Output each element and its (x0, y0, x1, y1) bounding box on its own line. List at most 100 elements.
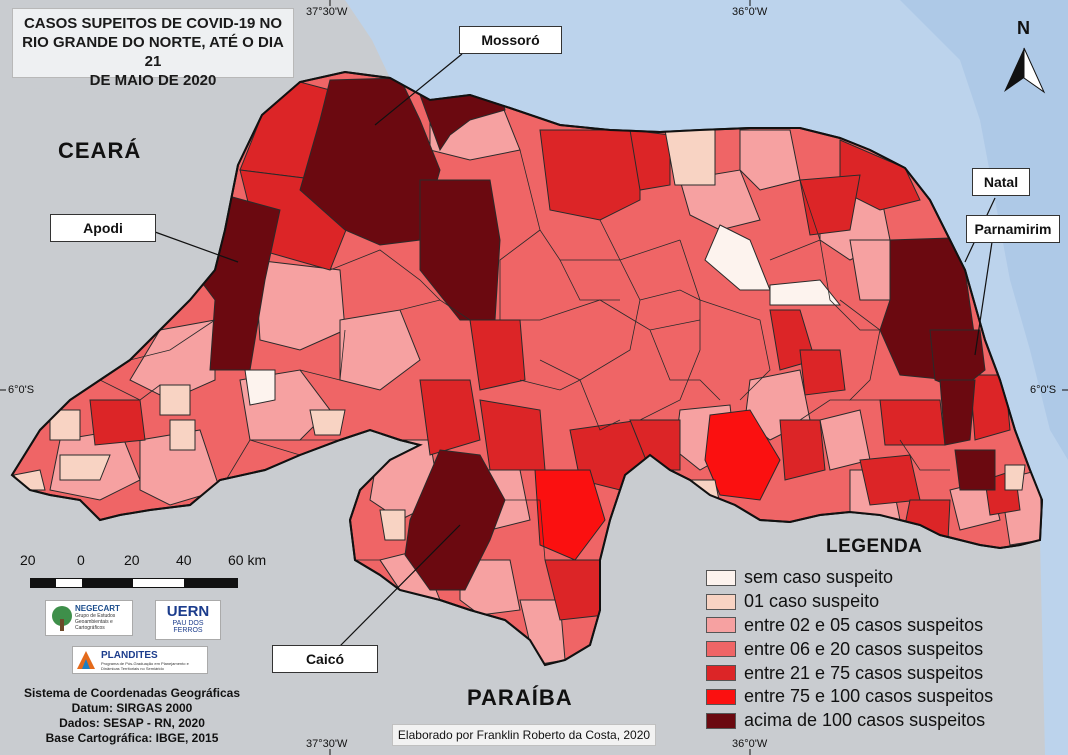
title-line-3: DE MAIO DE 2020 (89, 72, 217, 89)
legend-label: sem caso suspeito (744, 567, 894, 588)
legend-label: 01 caso suspeito (744, 591, 880, 612)
paraiba-label: PARAÍBA (467, 685, 573, 710)
municipality-tier-2 (379, 509, 406, 541)
legend-item: 01 caso suspeito (706, 590, 993, 614)
lon-left-bottom: 37°30'W (306, 738, 348, 750)
municipalities (13, 77, 1042, 665)
scale-tick-label: 60 km (228, 552, 267, 568)
legend-item: entre 06 e 20 casos suspeitos (706, 637, 993, 661)
municipality-tier-5 (799, 349, 846, 396)
municipality-tier-5 (419, 379, 481, 456)
municipality-tier-5 (539, 129, 641, 221)
uern-subtitle-2: FERROS (173, 627, 203, 634)
legend-label: acima de 100 casos suspeitos (744, 710, 986, 731)
municipality-tier-3 (459, 559, 521, 616)
author-credit: Elaborado por Franklin Roberto da Costa,… (392, 724, 656, 746)
legend-swatch (706, 665, 736, 682)
credits-line-3: Dados: SESAP - RN, 2020 (59, 716, 205, 730)
lon-right-bottom: 36°0'W (732, 738, 768, 750)
plandites-title: PLANDITES (101, 649, 158, 661)
legend-item: acima de 100 casos suspeitos (706, 709, 993, 733)
legend-label: entre 06 e 20 casos suspeitos (744, 638, 984, 659)
city-label-mossoro: Mossoró (459, 26, 562, 54)
credits-line-1: Sistema de Coordenadas Geográficas (23, 686, 241, 700)
municipality-tier-5 (89, 399, 146, 446)
lon-left-top: 37°30'W (306, 6, 348, 18)
municipality-tier-6 (534, 469, 606, 561)
legend-swatch (706, 617, 736, 634)
municipality-tier-2 (1004, 464, 1026, 491)
scale-tick-label: 20 (20, 552, 36, 568)
map-credits: Sistema de Coordenadas Geográficas Datum… (14, 686, 250, 746)
municipality-tier-3 (129, 319, 216, 401)
legend-item: entre 21 e 75 casos suspeitos (706, 661, 993, 685)
city-label-natal: Natal (972, 168, 1030, 196)
lon-right-top: 36°0'W (732, 6, 768, 18)
municipality-tier-3 (254, 259, 346, 351)
lat-left: 6°0'S (8, 384, 35, 396)
plandites-subtitle: Programa de Pós-Graduação em Planejament… (101, 660, 189, 671)
ceara-label: CEARÁ (58, 138, 142, 163)
legend-item: entre 02 e 05 casos suspeitos (706, 614, 993, 638)
municipality-tier-1 (769, 279, 842, 306)
municipality-mossoro (299, 77, 441, 246)
municipality-tier-5 (779, 419, 826, 481)
scale-bar-graphic (30, 578, 238, 588)
title-line-2: RIO GRANDE DO NORTE, ATÉ O DIA 21 (22, 34, 284, 70)
municipality-tier-5 (879, 399, 946, 446)
scale-tick-label: 40 (176, 552, 192, 568)
legend-swatch (706, 569, 736, 586)
legend-item: entre 75 e 100 casos suspeitos (706, 685, 993, 709)
city-label-caico: Caicó (272, 645, 378, 673)
legend-item: sem caso suspeito (706, 566, 993, 590)
municipality-tier-5 (469, 319, 526, 391)
municipality-tier-2 (59, 454, 111, 481)
ceara-land (0, 80, 280, 480)
municipality-tier-1 (704, 224, 771, 291)
municipality-tier-5 (629, 419, 681, 471)
scale-tick-label: 20 (124, 552, 140, 568)
legend-swatch (706, 688, 736, 705)
legend-label: entre 02 e 05 casos suspeitos (744, 614, 984, 635)
legend-label: entre 21 e 75 casos suspeitos (744, 662, 984, 683)
lat-right: 6°0'S (1030, 384, 1057, 396)
municipality-tier-5 (799, 174, 861, 236)
municipality-tier-1 (244, 369, 276, 406)
legend-title: LEGENDA (826, 536, 923, 557)
uern-subtitle-1: PAU DOS (172, 620, 204, 627)
municipality-tier-5 (969, 374, 1011, 441)
negecart-subtitle: Grupo de Estudos Geoambientais e Cartogr… (75, 613, 116, 631)
negecart-logo: NEGECART Grupo de Estudos Geoambientais … (45, 600, 133, 636)
shelf-shading (900, 0, 1068, 460)
municipality-tier-5 (629, 129, 671, 191)
municipality-upanema (419, 179, 501, 321)
north-label: N (1017, 18, 1030, 38)
city-label-parnamirim: Parnamirim (966, 215, 1060, 243)
uern-logo: UERN PAU DOS FERROS (155, 600, 221, 640)
uern-title: UERN (166, 603, 210, 620)
north-arrow-icon (1004, 47, 1046, 94)
municipality-tier-2 (169, 419, 196, 451)
municipality-tier-5 (479, 399, 546, 471)
credits-line-4: Base Cartográfica: IBGE, 2015 (45, 731, 219, 745)
legend: sem caso suspeito 01 caso suspeito entre… (706, 566, 993, 733)
city-label-apodi: Apodi (50, 214, 156, 242)
plandites-icon (77, 651, 95, 669)
leader-lines (154, 53, 996, 647)
credits-line-2: Datum: SIRGAS 2000 (71, 701, 193, 715)
scale-bar: 20 0 20 40 60 km (20, 552, 270, 588)
municipality-tier-5 (859, 454, 921, 506)
legend-swatch (706, 712, 736, 729)
municipality-tier-3 (339, 309, 421, 391)
plandites-logo: PLANDITES Programa de Pós-Graduação em P… (72, 646, 208, 674)
scale-tick-label: 0 (77, 552, 85, 568)
legend-swatch (706, 593, 736, 610)
legend-swatch (706, 641, 736, 658)
title-line-1: CASOS SUPEITOS DE COVID-19 NO (23, 15, 283, 32)
municipality-tier-2 (159, 384, 191, 416)
municipality-tier-2 (309, 409, 346, 436)
municipal-boundaries (99, 149, 950, 591)
legend-label: entre 75 e 100 casos suspeitos (744, 686, 994, 707)
map-title: CASOS SUPEITOS DE COVID-19 NO RIO GRANDE… (12, 8, 294, 89)
